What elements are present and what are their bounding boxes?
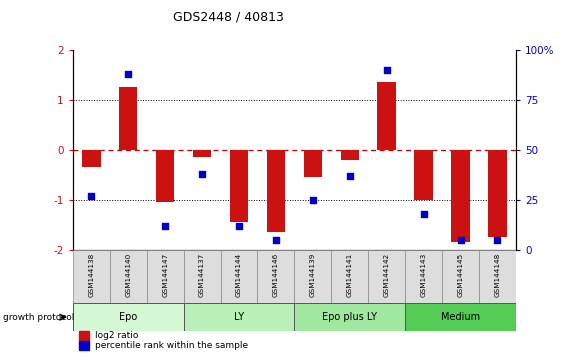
Bar	[79, 341, 89, 350]
Bar	[220, 250, 258, 303]
Bar	[489, 150, 507, 237]
Text: growth protocol: growth protocol	[3, 313, 74, 322]
Text: log2 ratio: log2 ratio	[95, 331, 138, 340]
Text: Epo plus LY: Epo plus LY	[322, 312, 377, 322]
Text: GSM144141: GSM144141	[347, 252, 353, 297]
Bar	[230, 150, 248, 222]
Text: GDS2448 / 40813: GDS2448 / 40813	[173, 11, 283, 24]
Point	[234, 223, 244, 228]
Point	[456, 237, 465, 242]
Bar	[82, 150, 100, 167]
Text: GSM144138: GSM144138	[89, 252, 94, 297]
Bar	[73, 250, 110, 303]
Point	[382, 67, 391, 73]
Text: Medium: Medium	[441, 312, 480, 322]
Bar	[415, 150, 433, 200]
Bar	[442, 250, 479, 303]
Bar	[377, 82, 396, 150]
Text: GSM144144: GSM144144	[236, 252, 242, 297]
Bar	[110, 250, 147, 303]
Point	[271, 237, 280, 242]
Point	[198, 171, 207, 176]
Bar	[119, 87, 138, 150]
Bar	[304, 150, 322, 177]
Bar	[405, 303, 516, 331]
Bar	[294, 303, 405, 331]
Text: percentile rank within the sample: percentile rank within the sample	[95, 341, 248, 350]
Text: Epo: Epo	[119, 312, 138, 322]
Text: GSM144143: GSM144143	[421, 252, 427, 297]
Point	[345, 173, 354, 178]
Point	[124, 71, 133, 76]
Bar	[294, 250, 331, 303]
Point	[160, 223, 170, 228]
Text: GSM144139: GSM144139	[310, 252, 316, 297]
Bar	[73, 303, 184, 331]
Bar	[368, 250, 405, 303]
Bar	[331, 250, 368, 303]
Text: LY: LY	[234, 312, 244, 322]
Text: GSM144145: GSM144145	[458, 252, 463, 297]
Bar	[184, 250, 220, 303]
Text: GSM144142: GSM144142	[384, 252, 389, 297]
Bar	[479, 250, 516, 303]
Bar	[79, 331, 89, 341]
Bar	[405, 250, 442, 303]
Text: GSM144140: GSM144140	[125, 252, 131, 297]
Bar	[266, 150, 285, 232]
Text: GSM144147: GSM144147	[162, 252, 168, 297]
Text: GSM144146: GSM144146	[273, 252, 279, 297]
Bar	[193, 150, 211, 157]
Bar	[451, 150, 470, 242]
Bar	[156, 150, 174, 202]
Bar	[147, 250, 184, 303]
Text: GSM144148: GSM144148	[494, 252, 500, 297]
Text: GSM144137: GSM144137	[199, 252, 205, 297]
Point	[87, 193, 96, 198]
Bar	[184, 303, 294, 331]
Point	[493, 237, 502, 242]
Point	[308, 197, 318, 202]
Bar	[340, 150, 359, 160]
Bar	[258, 250, 294, 303]
Point	[419, 211, 429, 216]
